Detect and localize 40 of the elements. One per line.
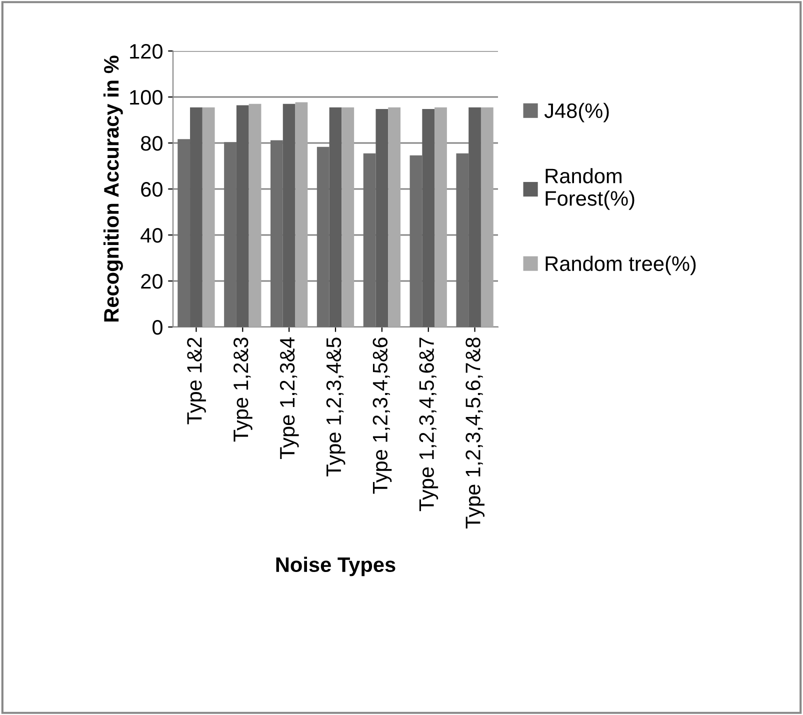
y-tick-label: 120 (130, 44, 162, 59)
bar (480, 107, 494, 327)
x-tick-label: Type 1,2,3,4&5 (326, 338, 346, 476)
y-tick-label: 60 (141, 182, 162, 197)
bar (456, 153, 469, 327)
y-tick-label: 40 (140, 228, 162, 243)
x-tick-label: Type 1&2 (187, 338, 206, 424)
x-tick-label: Type 1,2,3,4,5,6&7 (419, 338, 438, 512)
y-tick-label: 100 (130, 90, 162, 105)
y-tick-label: 0 (152, 320, 162, 335)
x-tick-label: Type 1,2&3 (233, 338, 252, 442)
bar (434, 107, 447, 327)
legend-label: Random tree(%) (546, 256, 696, 276)
bar (410, 155, 422, 327)
bar (270, 140, 283, 327)
x-tick-label: Type 1,2,3,4,5&6 (372, 338, 392, 494)
bar (376, 108, 388, 327)
bar (282, 104, 296, 327)
y-tick-label: 80 (141, 136, 162, 151)
bar (236, 105, 249, 327)
y-tick-label: 20 (141, 274, 162, 289)
legend-label: J48(%) (544, 102, 609, 122)
bar (468, 107, 481, 327)
bar (248, 104, 262, 327)
bar (224, 142, 236, 327)
x-tick-label: Type 1,2,3,4,5,6,7&8 (466, 338, 484, 529)
bar (202, 107, 215, 327)
bar (422, 108, 435, 327)
legend-label: Random Forest(%) (546, 168, 634, 210)
bar (178, 139, 190, 327)
bar (342, 107, 354, 327)
x-axis-title: Noise Types (276, 556, 396, 576)
bar (190, 107, 202, 327)
bar (388, 107, 400, 327)
x-tick-label: Type 1,2,3&4 (280, 337, 299, 460)
y-axis-title: Recognition Accuracy in % (103, 56, 123, 322)
bar (295, 102, 308, 327)
bar (363, 153, 376, 327)
bar (316, 146, 330, 327)
bar (329, 107, 342, 327)
